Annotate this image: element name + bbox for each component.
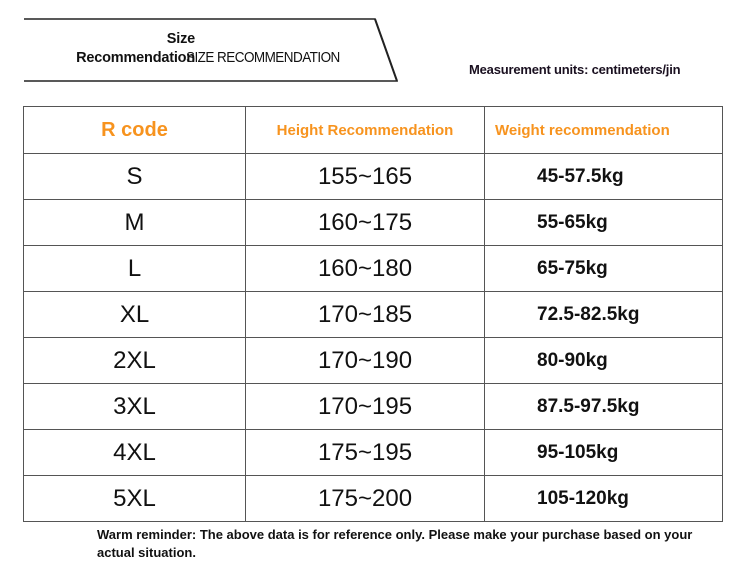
- height-cell: 175~195: [245, 429, 485, 476]
- weight-cell: 55-65kg: [484, 199, 723, 246]
- table-header: R code Height Recommendation Weight reco…: [23, 106, 723, 154]
- weight-cell: 45-57.5kg: [484, 153, 723, 200]
- size-cell: XL: [23, 291, 246, 338]
- height-cell: 155~165: [245, 153, 485, 200]
- height-cell: 175~200: [245, 475, 485, 522]
- header-weight: Weight recommendation: [484, 106, 723, 154]
- height-cell: 160~180: [245, 245, 485, 292]
- title-banner: Size Recommendation SIZE RECOMMENDATION: [23, 18, 399, 82]
- height-cell: 170~185: [245, 291, 485, 338]
- weight-cell: 65-75kg: [484, 245, 723, 292]
- measurement-units: Measurement units: centimeters/jin: [469, 62, 681, 77]
- table-row: 5XL 175~200 105-120kg: [23, 475, 723, 522]
- size-cell: 2XL: [23, 337, 246, 384]
- table-row: XL 170~185 72.5-82.5kg: [23, 291, 723, 338]
- table-row: S 155~165 45-57.5kg: [23, 153, 723, 200]
- size-cell: M: [23, 199, 246, 246]
- height-cell: 170~195: [245, 383, 485, 430]
- banner-subtitle: SIZE RECOMMENDATION: [186, 49, 340, 66]
- table-row: 4XL 175~195 95-105kg: [23, 429, 723, 476]
- weight-cell: 72.5-82.5kg: [484, 291, 723, 338]
- header-r-code: R code: [23, 106, 246, 154]
- weight-cell: 87.5-97.5kg: [484, 383, 723, 430]
- table-row: 3XL 170~195 87.5-97.5kg: [23, 383, 723, 430]
- weight-cell: 80-90kg: [484, 337, 723, 384]
- banner-title: Size Recommendation: [35, 30, 195, 68]
- table-row: M 160~175 55-65kg: [23, 199, 723, 246]
- table-row: 2XL 170~190 80-90kg: [23, 337, 723, 384]
- size-cell: L: [23, 245, 246, 292]
- height-cell: 160~175: [245, 199, 485, 246]
- size-table: R code Height Recommendation Weight reco…: [23, 106, 723, 522]
- warm-reminder: Warm reminder: The above data is for ref…: [97, 527, 693, 560]
- size-cell: 4XL: [23, 429, 246, 476]
- table-row: L 160~180 65-75kg: [23, 245, 723, 292]
- header-height: Height Recommendation: [245, 106, 485, 154]
- height-cell: 170~190: [245, 337, 485, 384]
- weight-cell: 95-105kg: [484, 429, 723, 476]
- size-cell: S: [23, 153, 246, 200]
- weight-cell: 105-120kg: [484, 475, 723, 522]
- banner-title-line1: Size: [166, 31, 195, 47]
- size-cell: 3XL: [23, 383, 246, 430]
- size-cell: 5XL: [23, 475, 246, 522]
- banner-shape: [24, 18, 399, 82]
- banner-title-line2: Recommendation: [76, 50, 195, 66]
